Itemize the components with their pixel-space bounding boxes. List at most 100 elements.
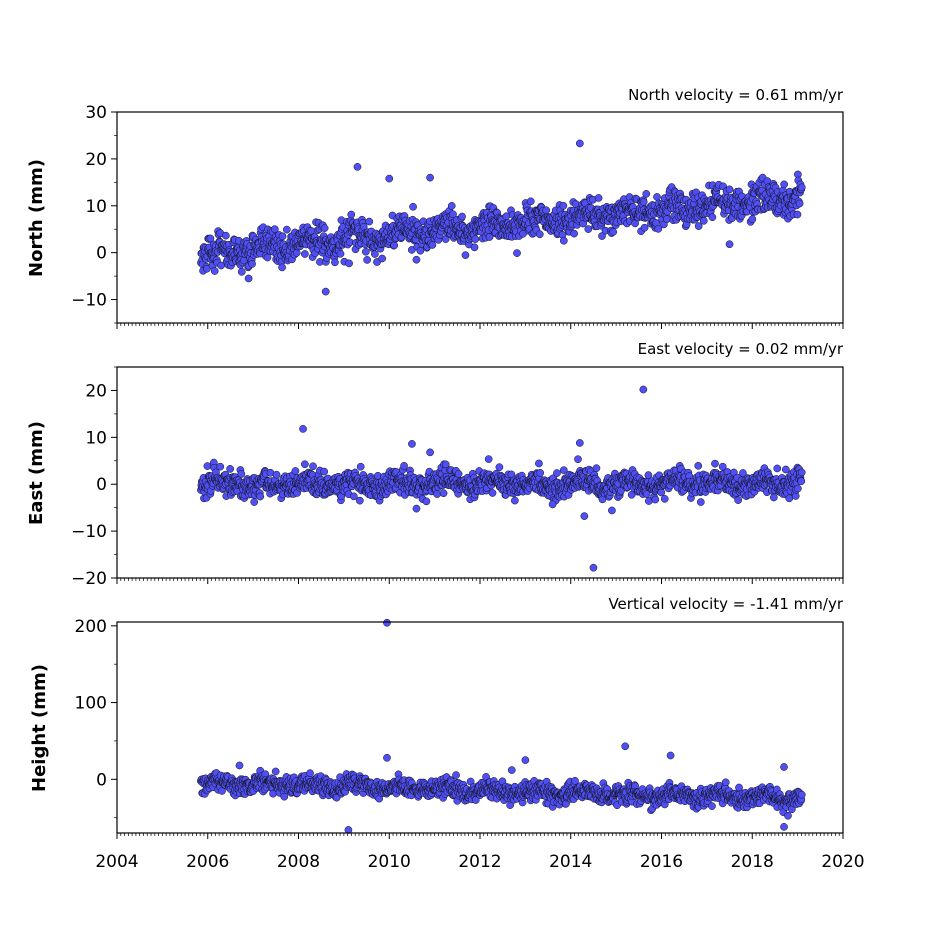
x-tick-label: 2004 bbox=[95, 852, 138, 872]
east-panel-title: East velocity = 0.02 mm/yr bbox=[638, 340, 844, 358]
east-data-point bbox=[309, 462, 317, 471]
height-data-point bbox=[721, 778, 730, 787]
east-data-point bbox=[797, 468, 806, 477]
east-data-point bbox=[433, 490, 441, 498]
north-data-point bbox=[470, 243, 479, 252]
north-data-point bbox=[471, 235, 480, 243]
north-data-point bbox=[320, 224, 329, 232]
north-data-point bbox=[513, 249, 521, 257]
north-data-point bbox=[458, 212, 466, 221]
east-outlier-point bbox=[575, 439, 584, 447]
east-y-tick-label: −20 bbox=[71, 569, 107, 589]
height-data-point bbox=[708, 802, 716, 810]
north-data-point bbox=[485, 233, 494, 241]
x-tick-label: 2020 bbox=[821, 852, 864, 872]
east-y-axis-label: East (mm) bbox=[26, 421, 47, 525]
north-data-point bbox=[725, 185, 734, 194]
height-outlier-point bbox=[383, 753, 391, 762]
north-panel: North velocity = 0.61 mm/yr North (mm) −… bbox=[26, 86, 844, 329]
north-data-point bbox=[748, 215, 757, 224]
x-tick-label: 2006 bbox=[186, 852, 229, 872]
north-data-point bbox=[653, 193, 661, 201]
height-outlier-point bbox=[521, 756, 530, 764]
height-y-tick-label: 100 bbox=[75, 694, 107, 714]
north-data-point bbox=[570, 229, 578, 238]
east-data-point bbox=[349, 492, 358, 501]
north-data-point bbox=[292, 248, 301, 257]
north-data-point bbox=[639, 198, 648, 206]
north-data-point bbox=[598, 232, 606, 240]
north-data-point bbox=[409, 202, 417, 211]
east-data-point bbox=[250, 498, 259, 506]
x-tick-label: 2008 bbox=[277, 852, 320, 872]
east-data-point bbox=[535, 459, 543, 468]
north-data-point bbox=[416, 246, 425, 255]
north-outlier-point bbox=[385, 174, 394, 183]
north-data-point bbox=[347, 210, 356, 219]
north-y-tick-label: 20 bbox=[85, 150, 107, 170]
east-data-point bbox=[592, 464, 601, 473]
height-outlier-point bbox=[780, 823, 788, 831]
north-data-point bbox=[461, 251, 470, 259]
north-data-point bbox=[559, 236, 568, 245]
east-data-point bbox=[301, 460, 309, 469]
north-data-point bbox=[449, 210, 457, 219]
x-tick-label: 2010 bbox=[368, 852, 411, 872]
east-data-point bbox=[657, 488, 666, 497]
east-data-point bbox=[400, 461, 408, 470]
north-data-point bbox=[535, 230, 544, 239]
height-outlier-point bbox=[507, 766, 516, 774]
north-data-point bbox=[210, 267, 219, 275]
east-data-point bbox=[536, 469, 545, 477]
north-y-tick-label: 30 bbox=[85, 103, 107, 123]
north-data-point bbox=[502, 212, 511, 221]
north-data-point bbox=[270, 225, 279, 234]
east-data-point bbox=[355, 496, 364, 505]
north-outlier-point bbox=[412, 255, 421, 264]
north-data-point bbox=[263, 253, 272, 262]
north-data-point bbox=[237, 268, 246, 276]
north-data-point bbox=[363, 256, 371, 264]
east-data-point bbox=[226, 465, 234, 473]
east-outlier-point bbox=[639, 385, 648, 394]
east-data-point bbox=[694, 461, 703, 470]
height-outlier-point bbox=[780, 763, 788, 771]
east-outlier-point bbox=[299, 425, 307, 433]
east-y-tick-label: 10 bbox=[85, 428, 107, 448]
north-data-point bbox=[584, 225, 593, 233]
north-data-point bbox=[609, 228, 618, 236]
north-data-point bbox=[278, 263, 286, 272]
north-outlier-point bbox=[725, 240, 734, 249]
x-tick-label: 2016 bbox=[640, 852, 683, 872]
east-data-point bbox=[216, 462, 225, 471]
height-data-point bbox=[452, 771, 460, 779]
north-data-point bbox=[428, 241, 437, 249]
height-outlier-point bbox=[666, 751, 675, 760]
east-data-point bbox=[484, 455, 493, 463]
north-data-point bbox=[278, 232, 287, 241]
east-data-point bbox=[660, 495, 669, 503]
north-data-point bbox=[795, 199, 804, 208]
height-panel-title: Vertical velocity = -1.41 mm/yr bbox=[608, 595, 843, 613]
east-y-tick-label: −10 bbox=[71, 522, 107, 542]
north-outlier-point bbox=[575, 139, 584, 148]
north-data-point bbox=[362, 247, 370, 256]
north-data-point bbox=[206, 234, 215, 243]
north-y-tick-label: −10 bbox=[71, 291, 107, 311]
north-data-point bbox=[526, 197, 535, 206]
east-data-point bbox=[356, 462, 365, 471]
north-y-tick-label: 10 bbox=[85, 197, 107, 217]
east-data-point bbox=[422, 497, 431, 506]
north-data-point bbox=[282, 225, 291, 234]
north-data-point bbox=[542, 206, 551, 215]
east-y-tick-label: 0 bbox=[96, 475, 107, 495]
north-data-point bbox=[248, 260, 256, 268]
east-data-point bbox=[651, 495, 660, 504]
east-data-point bbox=[734, 496, 743, 504]
x-tick-label: 2012 bbox=[458, 852, 501, 872]
north-data-point bbox=[559, 201, 568, 210]
north-data-point bbox=[331, 258, 339, 267]
north-data-point bbox=[663, 215, 671, 224]
north-outlier-point bbox=[244, 274, 253, 283]
